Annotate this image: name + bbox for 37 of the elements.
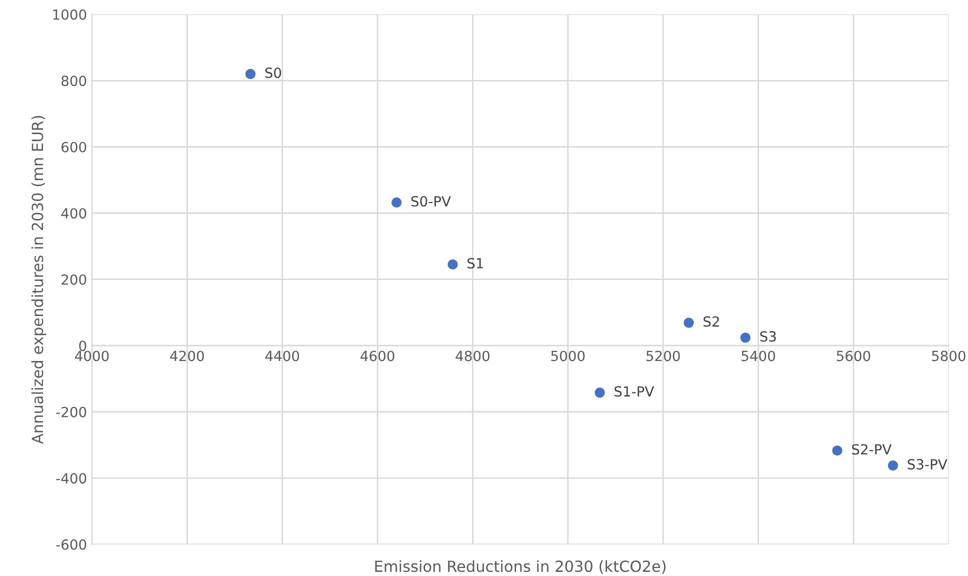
- y-tick-label: 1000: [53, 9, 86, 20]
- x-tick-label: 5000: [551, 350, 585, 362]
- annotation: S0: [265, 68, 282, 78]
- x-tick-label: 4000: [74, 350, 109, 362]
- y-axis-title: Annualized expenditures in 2030 (mn EUR): [31, 116, 46, 444]
- point: [245, 68, 256, 80]
- annotation: S2-PV: [852, 444, 892, 455]
- annotation: S0-PV: [411, 196, 451, 207]
- point: [832, 446, 842, 456]
- x-tick-label: 5200: [646, 350, 680, 362]
- x-tick-label: 4800: [456, 350, 490, 362]
- x-tick-label: 4200: [170, 350, 204, 362]
- point: [391, 197, 402, 208]
- point: [594, 388, 605, 398]
- x-tick-label: 4400: [265, 350, 300, 362]
- annotation: S1: [468, 258, 483, 268]
- y-tick-label: 200: [62, 274, 86, 285]
- x-tick-label: 5400: [742, 350, 776, 362]
- y-tick-label: -400: [56, 473, 86, 484]
- y-tick-label: 0: [79, 340, 86, 352]
- annotation: S1-PV: [614, 386, 654, 397]
- point: [684, 318, 694, 328]
- x-axis-title: Emission Reductions in 2030 (ktCO2e): [375, 560, 666, 574]
- y-tick-label: 800: [62, 76, 86, 86]
- y-tick-label: -600: [56, 539, 86, 550]
- point: [888, 460, 898, 471]
- annotation: S3: [760, 331, 776, 342]
- y-tick-label: -200: [56, 406, 86, 418]
- annotation: S3-PV: [908, 459, 948, 470]
- y-tick-label: 600: [62, 142, 86, 152]
- point: [448, 259, 458, 270]
- x-tick-label: 4600: [360, 350, 394, 362]
- x-tick-label: 5800: [932, 350, 966, 362]
- annotation: S2: [704, 316, 719, 327]
- x-tick-label: 5600: [836, 350, 870, 362]
- y-tick-label: 400: [61, 208, 86, 219]
- point: [740, 332, 751, 343]
